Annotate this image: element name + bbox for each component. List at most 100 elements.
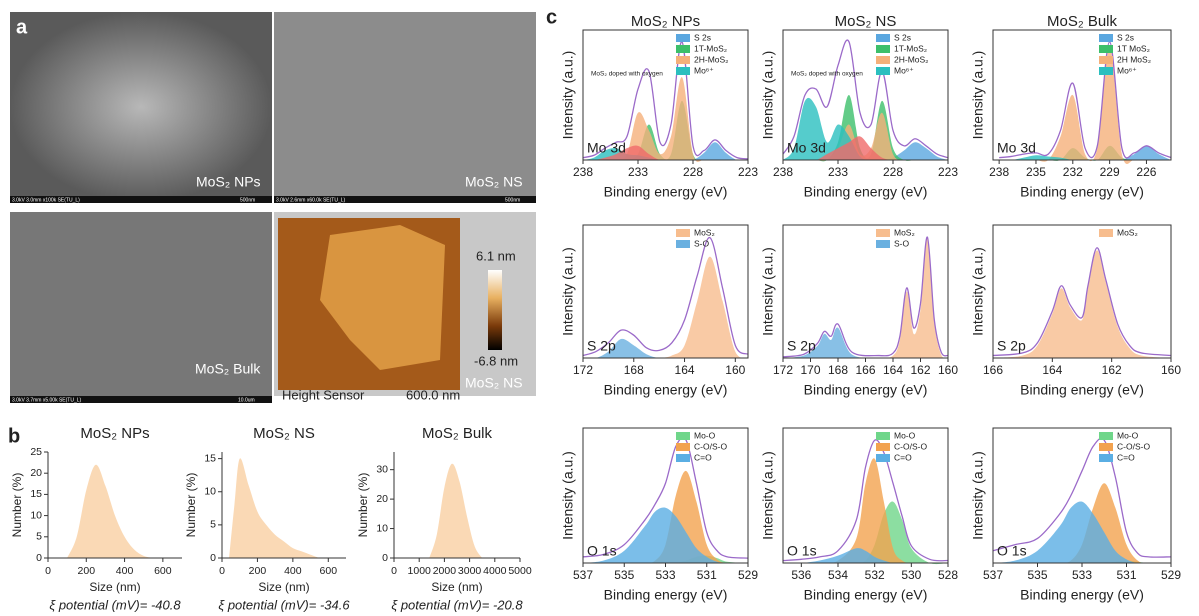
x-tick-label: 2000 — [433, 565, 457, 577]
sem-footer — [10, 396, 272, 403]
image-label: MoS₂ NS — [465, 375, 523, 391]
core-level-label: Mo 3d — [587, 140, 626, 156]
x-tick-label: 168 — [624, 363, 644, 377]
x-tick-label: 200 — [78, 565, 96, 577]
legend-label: C=O — [694, 452, 712, 462]
afm-mode: Height Sensor — [282, 387, 365, 402]
legend-label: S 2s — [694, 32, 711, 42]
legend-swatch — [676, 443, 690, 451]
legend-label: C-O/S-O — [1117, 441, 1150, 451]
y-axis-label: Intensity (a.u.) — [760, 247, 776, 336]
legend-label: 2H MoS₂ — [1117, 54, 1151, 64]
y-axis-label: Intensity (a.u.) — [560, 451, 576, 540]
core-level-label: Mo 3d — [997, 140, 1036, 156]
legend-swatch — [876, 67, 890, 75]
x-tick-label: 533 — [1072, 568, 1092, 582]
envelope-line — [999, 41, 1172, 159]
legend-label: S 2s — [894, 32, 911, 42]
legend-swatch — [1099, 45, 1113, 53]
y-axis-label: Intensity (a.u.) — [970, 451, 986, 540]
panel-label: c — [546, 6, 557, 28]
x-axis-label: Binding energy (eV) — [1020, 587, 1144, 603]
x-axis-label: Size (nm) — [89, 580, 140, 594]
x-axis-label: Binding energy (eV) — [604, 382, 728, 398]
annotation: MoS₂ doped with oxygen — [591, 71, 663, 78]
core-level-label: O 1s — [787, 543, 817, 559]
x-tick-label: 5000 — [508, 565, 532, 577]
legend-swatch — [1099, 67, 1113, 75]
x-tick-label: 166 — [983, 363, 1003, 377]
legend-label: 2H-MoS₂ — [894, 54, 928, 64]
x-tick-label: 3000 — [458, 565, 482, 577]
area — [229, 458, 320, 558]
legend-label: Mo-O — [694, 430, 716, 440]
core-level-label: O 1s — [997, 543, 1027, 559]
legend-label: Mo⁶⁺ — [1117, 65, 1137, 75]
legend-label: C=O — [894, 452, 912, 462]
x-tick-label: 238 — [989, 165, 1009, 179]
sem-scale: 10.0um — [238, 397, 255, 403]
plot-frame — [582, 224, 749, 359]
legend-swatch — [876, 229, 890, 237]
x-tick-label: 529 — [1161, 568, 1181, 582]
legend-swatch — [876, 56, 890, 64]
area — [783, 458, 948, 564]
afm-scale: 600.0 nm — [406, 387, 460, 402]
legend-swatch — [676, 45, 690, 53]
x-tick-label: 160 — [1161, 363, 1181, 377]
y-axis-label: Number (%) — [356, 473, 370, 538]
legend-swatch — [676, 56, 690, 64]
x-tick-label: 533 — [655, 568, 675, 582]
x-tick-label: 536 — [791, 568, 811, 582]
sem-image — [274, 12, 536, 202]
chart-title: MoS₂ Bulk — [1047, 13, 1118, 30]
x-axis-label: Binding energy (eV) — [804, 382, 928, 398]
x-tick-label: 528 — [938, 568, 958, 582]
x-tick-label: 233 — [828, 165, 848, 179]
plot-frame — [782, 427, 949, 564]
sem-info: 3.0kV 3.7mm x5.00k SE(TU_L) — [12, 397, 82, 403]
x-tick-label: 162 — [1102, 363, 1122, 377]
legend-label: C-O/S-O — [694, 441, 727, 451]
area — [583, 256, 748, 359]
core-level-label: O 1s — [587, 543, 617, 559]
area — [429, 463, 483, 558]
x-tick-label: 535 — [1027, 568, 1047, 582]
y-tick-label: 0 — [36, 552, 42, 564]
y-tick-label: 10 — [30, 509, 42, 521]
y-axis-label: Intensity (a.u.) — [970, 247, 986, 336]
legend-label: S-O — [694, 238, 710, 248]
panel-label: b — [8, 425, 20, 447]
envelope-line — [992, 247, 1172, 357]
core-level-label: Mo 3d — [787, 140, 826, 156]
envelope-line — [582, 237, 749, 357]
legend-swatch — [676, 229, 690, 237]
sem-footer — [274, 196, 536, 203]
chart-title: MoS₂ NPs — [631, 13, 700, 30]
x-axis-label: Size (nm) — [431, 580, 482, 594]
y-axis-label: Intensity (a.u.) — [970, 51, 986, 140]
x-axis-label: Size (nm) — [258, 580, 309, 594]
chart-title: MoS₂ NPs — [80, 425, 149, 442]
core-level-label: S 2p — [787, 338, 816, 354]
core-level-label: S 2p — [997, 338, 1026, 354]
chart-title: MoS₂ Bulk — [422, 425, 493, 442]
x-tick-label: 233 — [628, 165, 648, 179]
x-tick-label: 232 — [1063, 165, 1083, 179]
area — [999, 145, 1171, 161]
x-tick-label: 160 — [725, 363, 745, 377]
area — [993, 250, 1171, 358]
afm-flake — [320, 225, 445, 370]
chart-title: MoS₂ NS — [253, 425, 315, 442]
y-tick-label: 25 — [30, 446, 42, 458]
sem-info: 3.0kV 2.6mm x60.0k SE(TU_L) — [276, 197, 346, 203]
x-tick-label: 172 — [773, 363, 793, 377]
legend-swatch — [1099, 432, 1113, 440]
x-tick-label: 170 — [800, 363, 820, 377]
colorbar-min: -6.8 nm — [474, 353, 518, 368]
area — [583, 507, 748, 564]
x-tick-label: 200 — [249, 565, 267, 577]
x-tick-label: 400 — [116, 565, 134, 577]
annotation: MoS₂ doped with oxygen — [791, 71, 863, 78]
